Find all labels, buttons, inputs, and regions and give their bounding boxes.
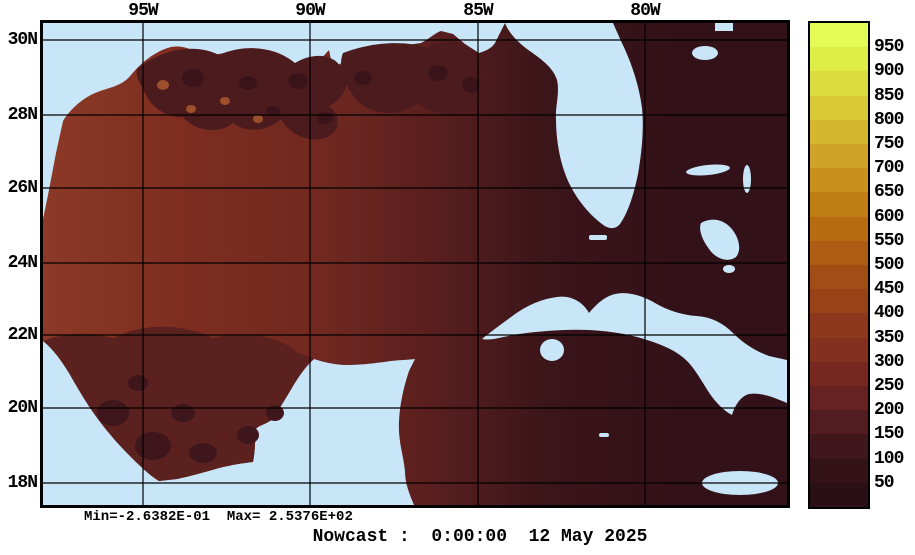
colorbar-band [810, 386, 868, 411]
colorbar-band [810, 458, 868, 483]
north-shelf-light-spots [157, 80, 263, 123]
colorbar-band [810, 168, 868, 193]
colorbar-tick-label: 750 [874, 134, 904, 154]
colorbar-band [810, 265, 868, 290]
colorbar-band [810, 216, 868, 241]
y-tick-label: 30N [7, 30, 38, 50]
eleuthera-island [743, 165, 751, 193]
colorbar-tick-label: 400 [874, 303, 904, 323]
bahama-top-edge [715, 23, 733, 31]
grand-bahama [692, 46, 718, 60]
gulf-of-mexico-map [43, 23, 787, 505]
colorbar-tick-label: 900 [874, 61, 904, 81]
colorbar-band [810, 47, 868, 72]
colorbar-tick-label: 450 [874, 279, 904, 299]
plot-title: Nowcast : 0:00:00 12 May 2025 [312, 527, 648, 547]
ragged-islands [723, 265, 735, 273]
colorbar-tick-label: 950 [874, 37, 904, 57]
x-tick-label: 90W [295, 1, 325, 21]
colorbar-tick-label: 250 [874, 376, 904, 396]
y-tick-label: 20N [7, 398, 38, 418]
andros-island [700, 219, 740, 260]
colorbar-tick-label: 800 [874, 110, 904, 130]
colorbar-band [810, 289, 868, 314]
florida-keys [589, 235, 607, 240]
y-tick-label: 26N [7, 178, 38, 198]
florida-peninsula [505, 23, 643, 229]
colorbar-band [810, 240, 868, 266]
isle-of-youth [540, 339, 564, 361]
colorbar-band [810, 144, 868, 169]
colorbar-tick-label: 700 [874, 158, 904, 178]
colorbar-tick-label: 150 [874, 424, 904, 444]
colorbar-band [810, 192, 868, 217]
colorbar-band [810, 434, 868, 459]
x-tick-label: 80W [630, 1, 660, 21]
colorbar-band [810, 410, 868, 435]
land-masses [482, 23, 787, 495]
colorbar-tick-label: 300 [874, 352, 904, 372]
grid-lines [43, 23, 787, 505]
colorbar-tick-label: 350 [874, 328, 904, 348]
x-tick-label: 95W [128, 1, 158, 21]
colorbar-tick-label: 500 [874, 255, 904, 275]
y-tick-label: 22N [7, 325, 38, 345]
colorbar-tick-label: 650 [874, 182, 904, 202]
map-frame [40, 20, 790, 508]
cuba-island [482, 293, 787, 415]
y-tick-label: 18N [7, 473, 38, 493]
y-tick-label: 24N [7, 253, 38, 273]
cayman-island [599, 433, 609, 437]
colorbar-band [810, 95, 868, 120]
north-shelf-dark-spots [182, 65, 480, 124]
colorbar-tick-label: 100 [874, 449, 904, 469]
colorbar-band [810, 337, 868, 362]
colorbar-band [810, 23, 868, 48]
minmax-stats: Min=-2.6382E-01 Max= 2.5376E+02 [84, 509, 353, 525]
colorbar-tick-label: 50 [874, 473, 895, 493]
y-tick-label: 28N [7, 105, 38, 125]
colorbar-band [810, 71, 868, 96]
colorbar-band [810, 313, 868, 338]
bahama-bank [686, 164, 730, 176]
colorbar-tick-label: 550 [874, 231, 904, 251]
colorbar-tick-label: 850 [874, 86, 904, 106]
x-tick-label: 85W [463, 1, 493, 21]
colorbar-band [810, 361, 868, 387]
colorbar-tick-label: 600 [874, 207, 904, 227]
colorbar-tick-label: 200 [874, 400, 904, 420]
colorbar [808, 21, 870, 509]
colorbar-band [810, 482, 868, 508]
colorbar-band [810, 119, 868, 145]
